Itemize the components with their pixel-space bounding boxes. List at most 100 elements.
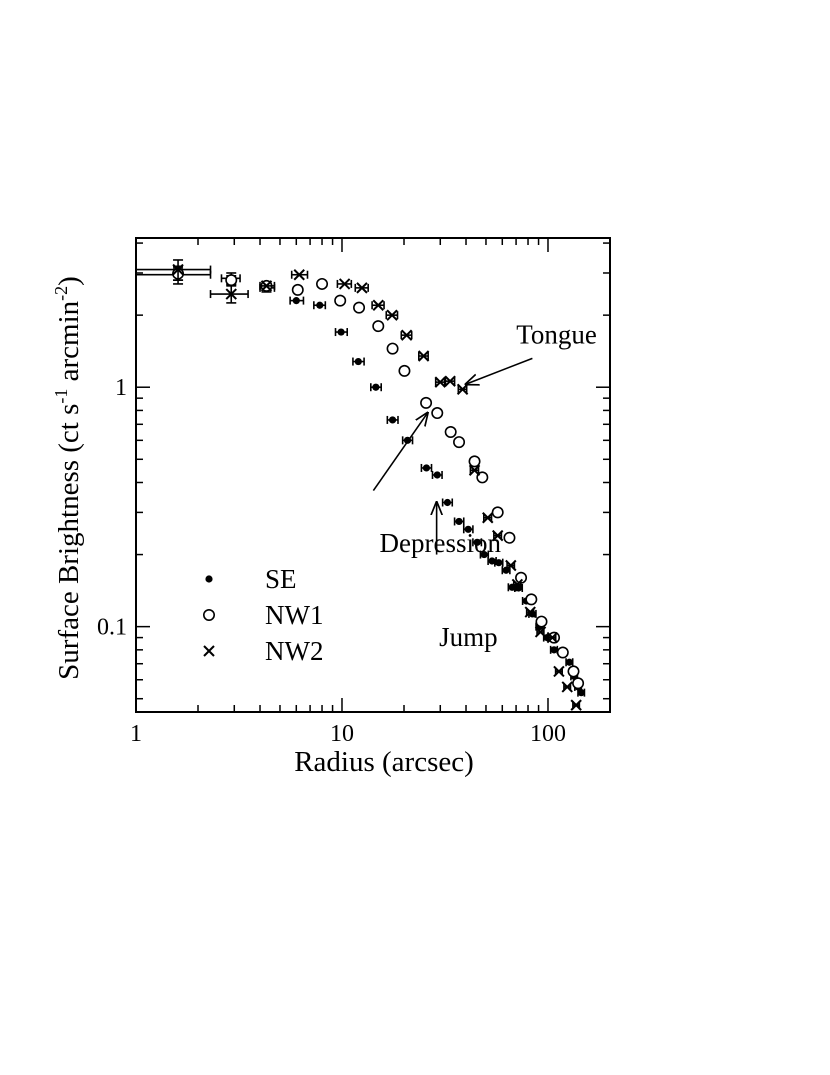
filled-circle-marker xyxy=(293,297,300,304)
legend-label: NW1 xyxy=(265,600,323,630)
y-tick-label: 1 xyxy=(115,375,127,401)
data-point-se xyxy=(550,646,557,654)
legend-cross-icon xyxy=(204,646,214,656)
annotation-label: Depression xyxy=(380,528,502,558)
data-point-nw2 xyxy=(445,376,455,386)
data-point-se xyxy=(336,328,348,336)
data-point-nw1 xyxy=(558,647,568,657)
legend-item-nw2: NW2 xyxy=(204,636,323,666)
data-point-nw2 xyxy=(435,377,445,387)
data-point-nw2 xyxy=(506,561,516,571)
data-point-nw2 xyxy=(386,310,397,320)
open-circle-marker xyxy=(493,507,503,517)
data-point-se xyxy=(371,383,381,391)
y-axis-label-sup2: -2 xyxy=(51,286,71,301)
data-point-nw1 xyxy=(335,295,345,305)
data-point-nw2 xyxy=(562,682,572,692)
filled-circle-marker xyxy=(355,358,362,365)
open-circle-marker xyxy=(226,275,236,285)
y-axis-label-mid: arcmin xyxy=(53,300,85,388)
legend-filled-circle-icon xyxy=(205,575,212,582)
open-circle-marker xyxy=(373,321,383,331)
y-axis-label-main: Surface Brightness (ct s xyxy=(53,404,85,680)
data-point-nw2 xyxy=(292,270,308,280)
annotation-tongue: Tongue xyxy=(466,320,597,384)
y-axis-label-sup1: -1 xyxy=(51,389,71,404)
open-circle-marker xyxy=(573,678,583,688)
open-circle-marker xyxy=(335,295,345,305)
data-point-nw2 xyxy=(419,351,429,361)
data-point-nw2 xyxy=(401,330,411,340)
filled-circle-marker xyxy=(434,471,441,478)
filled-circle-marker xyxy=(423,464,430,471)
open-circle-marker xyxy=(454,437,464,447)
data-point-nw1 xyxy=(526,594,536,604)
open-circle-marker xyxy=(293,285,303,295)
axes: 1 10 100 0.1 1 xyxy=(97,238,610,747)
y-tick-label: 0.1 xyxy=(97,615,127,641)
legend-open-circle-icon xyxy=(204,610,214,620)
annotation-label: Jump xyxy=(439,622,498,652)
data-point-nw2 xyxy=(337,279,351,289)
data-point-se xyxy=(353,358,364,366)
open-circle-marker xyxy=(568,666,578,676)
data-point-se xyxy=(578,689,585,697)
surface-brightness-chart: 1 10 1000.11 Radius (arcsec) Surface Brigh… xyxy=(0,0,830,1075)
annotation-arrow xyxy=(466,358,532,384)
filled-circle-marker xyxy=(389,416,396,423)
open-circle-marker xyxy=(399,366,409,376)
x-axis-label: Radius (arcsec) xyxy=(294,746,474,778)
data-point-nw1 xyxy=(536,616,546,626)
filled-circle-marker xyxy=(578,689,585,696)
data-point-nw1 xyxy=(317,279,327,289)
data-point-nw1 xyxy=(373,321,383,331)
data-point-nw2 xyxy=(554,666,564,676)
data-point-nw1 xyxy=(354,302,364,312)
data-point-se xyxy=(387,416,398,424)
annotation-label: Tongue xyxy=(516,320,597,350)
open-circle-marker xyxy=(432,408,442,418)
data-point-se xyxy=(432,471,442,479)
data-point-se xyxy=(566,658,573,666)
data-point-nw1 xyxy=(399,366,409,376)
filled-circle-marker xyxy=(444,499,451,506)
data-point-nw1 xyxy=(568,666,578,676)
data-point-nw1 xyxy=(445,427,455,437)
data-point-nw2 xyxy=(355,283,368,293)
open-circle-marker xyxy=(387,343,397,353)
y-axis-label-end: ) xyxy=(53,276,85,286)
open-circle-marker xyxy=(317,279,327,289)
filled-circle-marker xyxy=(495,559,502,566)
data-point-nw2 xyxy=(483,513,493,523)
data-point-nw1 xyxy=(454,437,464,447)
legend-item-se: SE xyxy=(205,564,296,594)
open-circle-marker xyxy=(354,302,364,312)
legend: SE NW1 NW2 xyxy=(204,564,324,666)
data-point-se xyxy=(290,297,303,305)
open-circle-marker xyxy=(536,616,546,626)
data-point-nw1 xyxy=(469,456,479,466)
data-point-nw1 xyxy=(421,398,431,408)
legend-item-nw1: NW1 xyxy=(204,600,324,630)
annotation-jump: Jump xyxy=(437,502,498,652)
open-circle-marker xyxy=(558,647,568,657)
y-axis-label: Surface Brightness (ct s-1 arcmin-2) xyxy=(51,276,85,680)
annotation-depression: Depression xyxy=(373,413,501,558)
open-circle-marker xyxy=(421,398,431,408)
data-point-nw1 xyxy=(387,343,397,353)
data-point-nw1 xyxy=(432,408,442,418)
series-nw2 xyxy=(136,260,581,710)
filled-circle-marker xyxy=(550,646,557,653)
data-point-nw2 xyxy=(372,300,384,310)
data-point-nw1 xyxy=(573,678,583,688)
data-point-nw1 xyxy=(504,533,514,543)
open-circle-marker xyxy=(445,427,455,437)
data-point-nw2 xyxy=(211,286,249,303)
filled-circle-marker xyxy=(316,302,323,309)
data-point-nw1 xyxy=(493,507,503,517)
data-point-nw2 xyxy=(458,384,468,394)
data-point-se xyxy=(314,301,325,309)
data-point-se xyxy=(443,498,453,506)
annotation-arrow xyxy=(373,413,427,491)
x-tick-label: 10 xyxy=(330,721,354,747)
